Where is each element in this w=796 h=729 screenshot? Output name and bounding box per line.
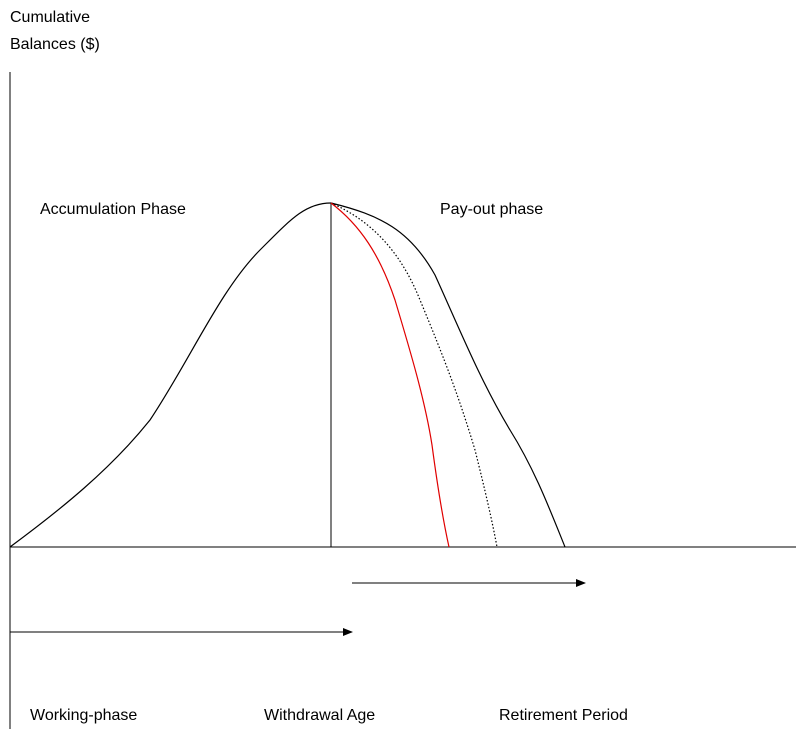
y-axis-label: Balances ($) xyxy=(10,36,100,53)
accumulation-curve xyxy=(9,202,332,548)
bottom-label: Retirement Period xyxy=(499,707,628,724)
phase-label: Pay-out phase xyxy=(440,201,543,218)
payout-curve-dotted xyxy=(330,202,498,548)
bottom-label: Withdrawal Age xyxy=(264,707,375,724)
phase-label: Accumulation Phase xyxy=(40,201,186,218)
payout-curve-red xyxy=(330,202,450,548)
y-axis-label: Cumulative xyxy=(10,9,90,26)
payout-curve xyxy=(330,202,566,548)
bottom-label: Working-phase xyxy=(30,707,137,724)
